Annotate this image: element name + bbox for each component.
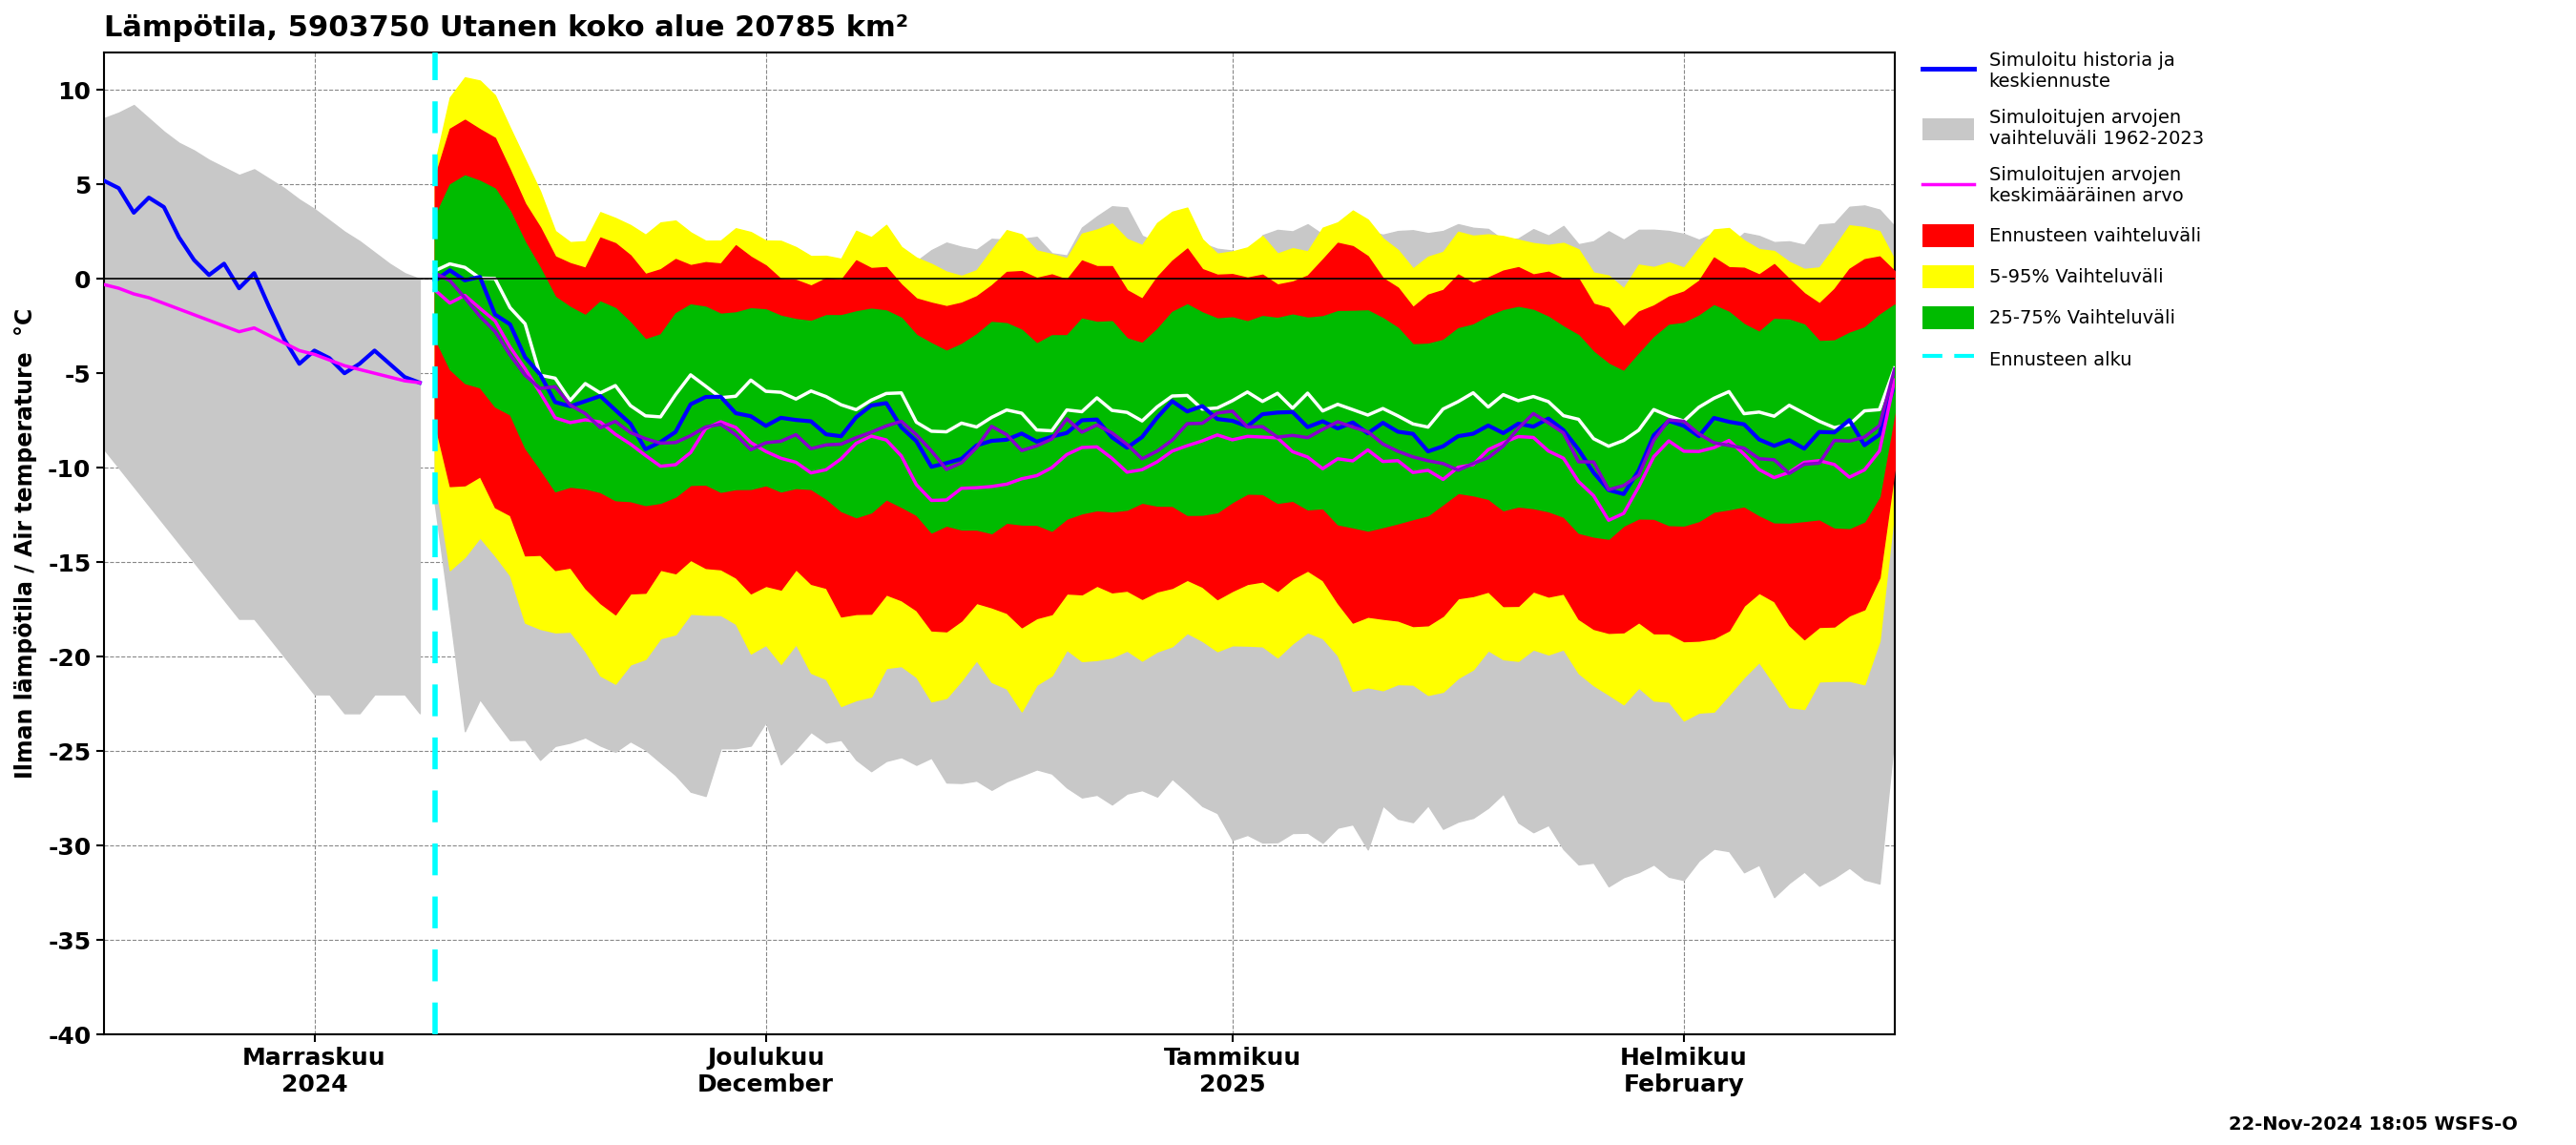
Text: 22-Nov-2024 18:05 WSFS-O: 22-Nov-2024 18:05 WSFS-O: [2228, 1115, 2517, 1134]
Y-axis label: Ilman lämpötila / Air temperature  °C: Ilman lämpötila / Air temperature °C: [15, 308, 36, 779]
Text: Lämpötila, 5903750 Utanen koko alue 20785 km²: Lämpötila, 5903750 Utanen koko alue 2078…: [103, 14, 909, 42]
Legend: Simuloitu historia ja
keskiennuste, Simuloitujen arvojen
vaihteluväli 1962-2023,: Simuloitu historia ja keskiennuste, Simu…: [1914, 42, 2213, 380]
